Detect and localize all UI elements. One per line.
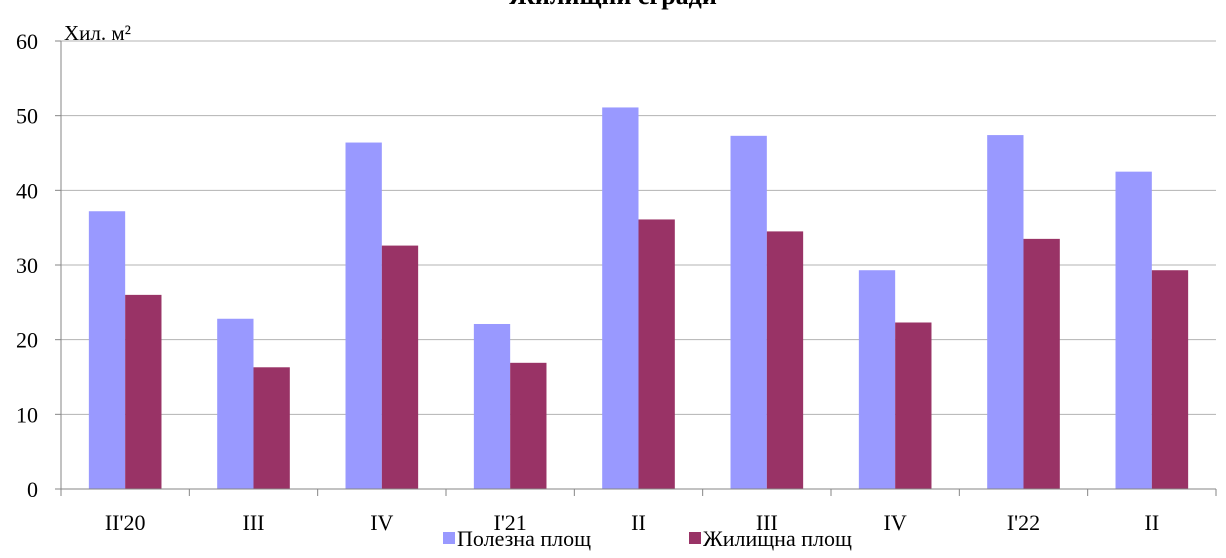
bar-living-area [1151, 270, 1189, 489]
x-tick-label: III [243, 510, 265, 535]
bar-living-area [895, 322, 932, 489]
legend-label: Полезна площ [457, 526, 591, 551]
axes [55, 40, 1217, 496]
y-tick-label: 10 [16, 402, 38, 427]
bars [88, 107, 1189, 490]
legend-label: Жилищна площ [703, 526, 852, 551]
bar-living-area [1023, 238, 1060, 489]
bar-usable-area [1115, 171, 1152, 489]
bar-living-area [638, 219, 675, 489]
x-tick-label: IV [370, 510, 393, 535]
bar-living-area [253, 367, 290, 489]
y-tick-labels: 0 10 20 30 40 50 60 [16, 29, 38, 502]
x-tick-label: I'22 [1007, 510, 1040, 535]
legend: Полезна площ Жилищна площ [443, 526, 852, 551]
bar-usable-area [473, 323, 511, 489]
bar-living-area [125, 294, 162, 489]
y-tick-label: 50 [16, 104, 38, 129]
legend-swatch [443, 532, 455, 544]
x-tick-label: II [631, 510, 646, 535]
bar-usable-area [987, 135, 1024, 489]
bar-usable-area [345, 142, 382, 489]
chart-title: Жилищни сгради [509, 0, 717, 10]
y-axis-label: Хил. м² [64, 21, 131, 45]
y-tick-label: 40 [16, 178, 38, 203]
bar-usable-area [217, 318, 254, 489]
y-tick-label: 30 [16, 253, 38, 278]
y-tick-label: 20 [16, 328, 38, 353]
bar-living-area [766, 231, 804, 489]
x-tick-labels: II'20 III IV I'21 II III IV I'22 II [105, 510, 1159, 535]
legend-swatch [689, 532, 701, 544]
bar-usable-area [858, 270, 896, 489]
bar-living-area [381, 245, 419, 489]
y-tick-label: 60 [16, 29, 38, 54]
y-tick-label: 0 [27, 477, 38, 502]
bar-usable-area [602, 107, 639, 489]
x-tick-label: IV [884, 510, 907, 535]
x-tick-label: III [756, 510, 778, 535]
bar-living-area [510, 362, 547, 489]
bar-usable-area [730, 135, 767, 489]
x-tick-label: II [1145, 510, 1160, 535]
x-tick-label: II'20 [105, 510, 146, 535]
bar-usable-area [88, 211, 126, 490]
x-tick-label: I'21 [494, 510, 527, 535]
